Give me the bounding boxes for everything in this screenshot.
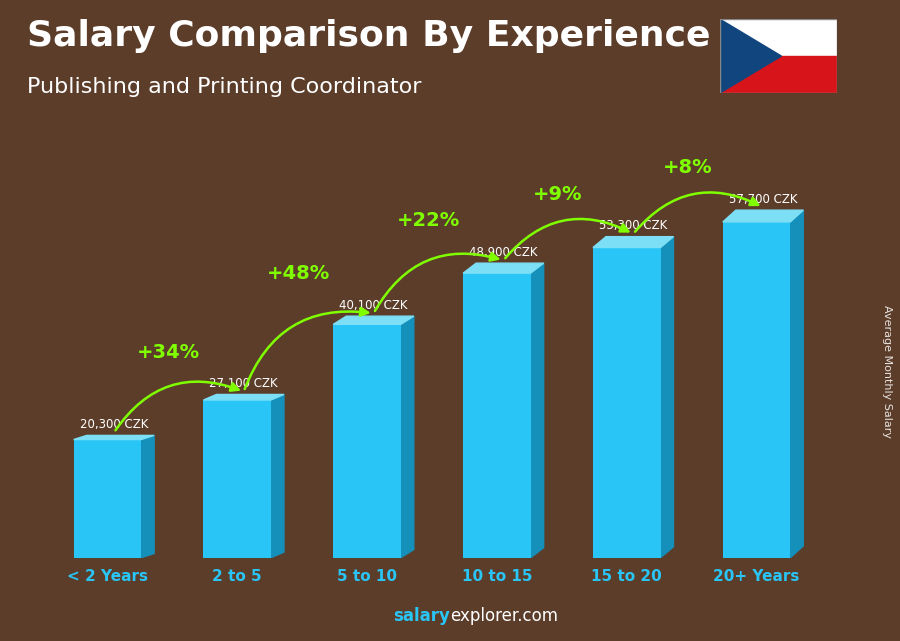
- Text: salary: salary: [393, 607, 450, 625]
- Polygon shape: [531, 263, 544, 558]
- Text: Average Monthly Salary: Average Monthly Salary: [881, 305, 892, 438]
- Text: 40,100 CZK: 40,100 CZK: [339, 299, 408, 312]
- Polygon shape: [790, 210, 804, 558]
- Bar: [593, 247, 661, 558]
- Text: +9%: +9%: [533, 185, 582, 204]
- Text: 20,300 CZK: 20,300 CZK: [80, 418, 148, 431]
- Text: +22%: +22%: [397, 212, 460, 230]
- Polygon shape: [593, 237, 673, 247]
- Text: +34%: +34%: [137, 343, 200, 362]
- Text: 53,300 CZK: 53,300 CZK: [599, 219, 668, 233]
- Text: 27,100 CZK: 27,100 CZK: [210, 377, 278, 390]
- Text: 57,700 CZK: 57,700 CZK: [729, 193, 797, 206]
- Text: 48,900 CZK: 48,900 CZK: [469, 246, 537, 259]
- Bar: [723, 222, 790, 558]
- Bar: [333, 324, 400, 558]
- Polygon shape: [333, 316, 414, 324]
- Polygon shape: [271, 394, 284, 558]
- Polygon shape: [723, 210, 804, 222]
- Polygon shape: [464, 263, 544, 273]
- Polygon shape: [203, 394, 284, 400]
- Text: explorer.com: explorer.com: [450, 607, 558, 625]
- Polygon shape: [141, 435, 154, 558]
- Bar: [74, 440, 141, 558]
- Bar: [720, 56, 837, 93]
- Text: Publishing and Printing Coordinator: Publishing and Printing Coordinator: [27, 77, 421, 97]
- Text: +48%: +48%: [266, 264, 330, 283]
- Polygon shape: [720, 19, 781, 93]
- Bar: [720, 19, 837, 56]
- Text: Salary Comparison By Experience: Salary Comparison By Experience: [27, 19, 710, 53]
- Polygon shape: [661, 237, 673, 558]
- Bar: [203, 400, 271, 558]
- Bar: [464, 273, 531, 558]
- Text: +8%: +8%: [663, 158, 713, 178]
- Polygon shape: [74, 435, 154, 440]
- Polygon shape: [400, 316, 414, 558]
